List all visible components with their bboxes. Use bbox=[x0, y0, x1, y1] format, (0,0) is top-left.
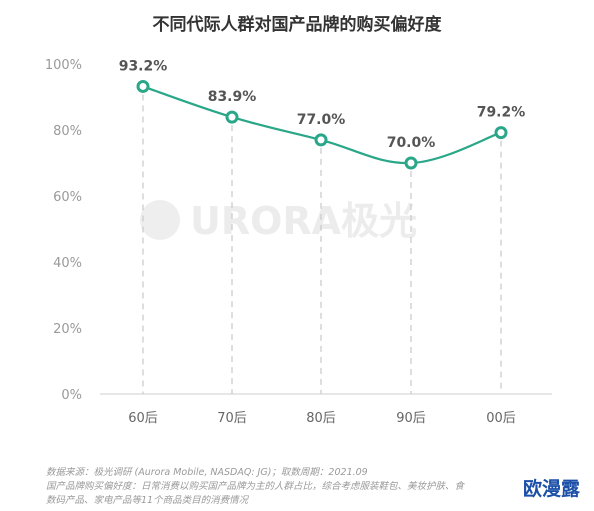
x-axis: 60后 70后 80后 90后 00后 bbox=[128, 411, 516, 426]
y-tick-label: 100% bbox=[45, 58, 82, 73]
x-tick-label: 00后 bbox=[486, 411, 516, 426]
data-point bbox=[494, 126, 508, 140]
y-tick-label: 40% bbox=[53, 256, 82, 271]
data-point bbox=[225, 110, 239, 124]
data-label: 70.0% bbox=[387, 135, 436, 151]
data-point bbox=[136, 79, 150, 93]
watermark: URORA极光 bbox=[140, 199, 417, 243]
definition-note-line-2: 数码产品、家电产品等11个商品类目的消费情况 bbox=[46, 495, 249, 506]
x-tick-label: 90后 bbox=[396, 411, 426, 426]
y-tick-label: 60% bbox=[53, 190, 82, 205]
definition-note-line: 国产品牌购买偏好度：日常消费以购买国产品牌为主的人群占比，综合考虑服装鞋包、美妆… bbox=[46, 481, 465, 492]
y-tick-label: 80% bbox=[53, 124, 82, 139]
x-tick-label: 60后 bbox=[128, 411, 158, 426]
source-note-line: 数据来源：极光调研 (Aurora Mobile, NASDAQ: JG)；取数… bbox=[46, 467, 368, 478]
data-label: 77.0% bbox=[297, 112, 346, 128]
chart-title: 不同代际人群对国产品牌的购买偏好度 bbox=[152, 15, 442, 35]
watermark-text: URORA极光 bbox=[190, 199, 417, 243]
line-chart: URORA极光 0% 20% 40% 60% 80% 100% 60后 70后 80后 90后 0… bbox=[45, 58, 552, 426]
data-points bbox=[136, 79, 508, 170]
category-guides bbox=[142, 94, 502, 394]
data-label: 79.2% bbox=[477, 105, 526, 121]
data-point bbox=[404, 156, 418, 170]
data-label: 83.9% bbox=[208, 89, 257, 105]
y-tick-label: 0% bbox=[61, 388, 82, 403]
source-notes: 数据来源：极光调研 (Aurora Mobile, NASDAQ: JG)；取数… bbox=[46, 466, 586, 508]
x-tick-label: 80后 bbox=[306, 411, 336, 426]
y-axis: 0% 20% 40% 60% 80% 100% bbox=[45, 58, 82, 403]
data-point bbox=[314, 133, 328, 147]
x-tick-label: 70后 bbox=[217, 411, 247, 426]
data-labels: 93.2% 83.9% 77.0% 70.0% 79.2% bbox=[119, 58, 526, 151]
data-label: 93.2% bbox=[119, 58, 168, 74]
corner-badge: 欧漫露 bbox=[516, 472, 586, 503]
y-tick-label: 20% bbox=[53, 322, 82, 337]
